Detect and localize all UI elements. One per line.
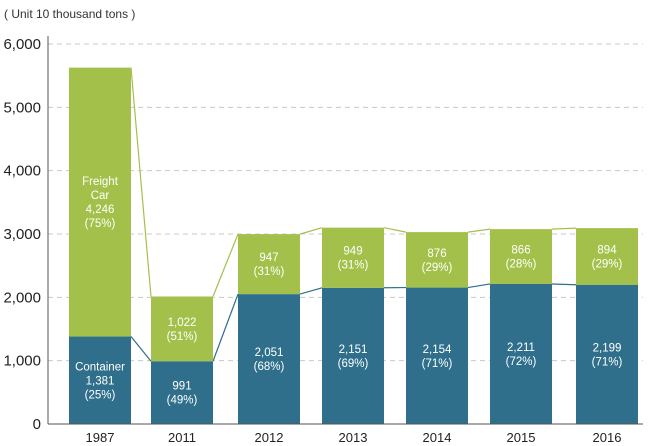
freight-connector-line (212, 233, 239, 297)
y-tick-label: 6,000 (3, 36, 41, 53)
freight-car-bar (322, 227, 384, 288)
y-tick-label: 2,000 (3, 289, 41, 306)
freight-connector-line (467, 228, 491, 233)
y-tick-label: 0 (33, 416, 41, 433)
freight-car-bar (151, 296, 213, 362)
freight-car-bar (490, 229, 552, 284)
axes: 0 1,000 2,000 3,000 4,000 5,000 6,000 1987 2011 2… (3, 36, 643, 445)
x-tick-label: 2011 (168, 430, 196, 445)
container-value-label: 991 (49%) (167, 381, 198, 407)
freight-car-value-label: 949 (31%) (338, 246, 369, 272)
x-tick-label: 2014 (423, 430, 452, 445)
y-tick-label: 4,000 (3, 163, 41, 180)
x-tick-label: 2013 (339, 430, 368, 445)
container-bar (490, 283, 552, 424)
freight-car-value-label: 947 (31%) (254, 252, 285, 278)
freight-connector-line (299, 227, 323, 235)
freight-connector-line (383, 227, 407, 233)
freight-car-value-label: 866 (28%) (506, 245, 537, 271)
container-connector-line (212, 293, 239, 362)
container-bar (69, 336, 131, 424)
freight-car-bar (576, 228, 638, 285)
freight-car-bar (69, 67, 131, 337)
x-tick-label: 2016 (593, 430, 622, 445)
x-tick-label: 2012 (255, 430, 284, 445)
freight-car-value-label: Freight Car 4,246 (75%) (82, 176, 119, 230)
chart-unit-label: ( Unit 10 thousand tons ) (4, 7, 135, 21)
container-value-label: 2,199 (71%) (592, 342, 623, 368)
container-value-label: 2,154 (71%) (422, 344, 453, 370)
freight-car-value-label: 894 (29%) (592, 244, 623, 270)
freight-car-value-label: 876 (29%) (422, 248, 453, 274)
container-bar (406, 287, 468, 424)
y-tick-label: 1,000 (3, 353, 41, 370)
container-bar (576, 284, 638, 424)
container-connector-line (551, 283, 577, 286)
freight-car-bar (238, 234, 300, 295)
data-labels: Container 1,381 (25%) Freight Car 4,246 (75%) 9… (75, 176, 622, 407)
container-bar (151, 361, 213, 424)
container-bar (238, 294, 300, 424)
freight-connector-line (551, 227, 577, 230)
container-connector-line (299, 287, 323, 295)
container-value-label: 2,211 (72%) (506, 342, 537, 368)
freight-car-value-label: 1,022 (51%) (167, 317, 198, 343)
container-value-label: 2,151 (69%) (338, 344, 369, 370)
x-tick-label: 2015 (507, 430, 536, 445)
container-value-label: Container 1,381 (25%) (75, 361, 125, 401)
container-connector-line (130, 336, 152, 362)
container-value-label: 2,051 (68%) (254, 347, 285, 373)
freight-connector-line (130, 67, 152, 297)
container-connector-line (467, 283, 491, 289)
bars (69, 67, 638, 424)
freight-car-bar (406, 232, 468, 288)
x-tick-label: 1987 (86, 430, 115, 445)
connector-lines (130, 67, 577, 362)
y-tick-label: 3,000 (3, 226, 41, 243)
container-bar (322, 287, 384, 424)
y-tick-label: 5,000 (3, 99, 41, 116)
